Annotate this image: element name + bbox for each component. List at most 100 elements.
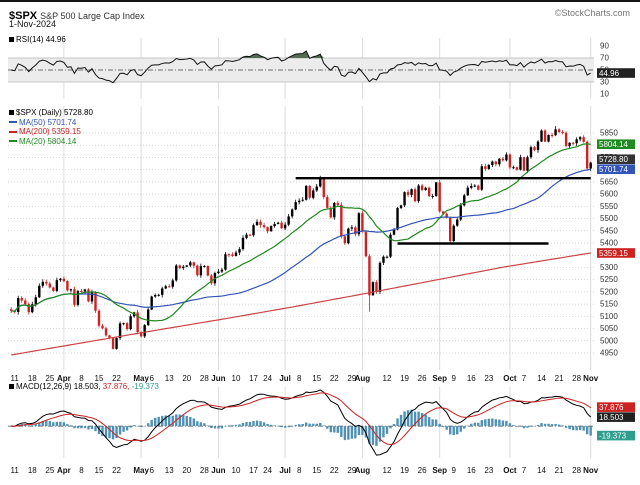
svg-text:5150: 5150: [600, 300, 618, 309]
macd-signal-value: 37.876,: [100, 382, 130, 391]
svg-text:5701.74: 5701.74: [599, 165, 628, 174]
legend-ma200: MA(200) 5359.15: [9, 127, 93, 136]
macd-label: MACD(12,26,9) 18.503, 37.876, -19.373: [9, 382, 159, 391]
x-tick-label: 8: [297, 466, 302, 475]
x-tick-label: 26: [418, 374, 427, 383]
x-tick-label: 8: [297, 374, 302, 383]
svg-text:44.96: 44.96: [599, 69, 620, 78]
x-tick-label: Oct: [503, 374, 517, 383]
x-tick-label: 14: [537, 374, 546, 383]
x-tick-label: 16: [467, 374, 476, 383]
x-tick-label: 9: [451, 374, 456, 383]
svg-text:5650: 5650: [600, 177, 618, 186]
value-badge: [597, 402, 635, 412]
x-tick-label: 9: [451, 466, 456, 475]
x-tick-label: Aug: [355, 466, 371, 475]
x-tick-label: 22: [112, 466, 121, 475]
x-tick-label: 17: [249, 466, 258, 475]
stockcharts-credit: ©StockCharts.com: [554, 8, 630, 18]
macd-histogram: [10, 409, 592, 446]
x-tick-label: 7: [522, 466, 527, 475]
value-badge: [597, 430, 635, 441]
macd-signal-line: [11, 392, 591, 446]
legend-spx: $SPX (Daily) 5728.80: [9, 108, 93, 117]
x-tick-label: 7: [522, 374, 527, 383]
x-tick-label: 28: [200, 374, 209, 383]
x-tick-label: Apr: [57, 374, 71, 383]
svg-text:37.876: 37.876: [599, 403, 624, 412]
x-tick-label: Sep: [432, 374, 447, 383]
x-tick-label: 22: [330, 374, 339, 383]
x-tick-label: Jul: [279, 466, 291, 475]
macd-name: MACD(12,26,9): [16, 382, 72, 391]
macd-swatch-icon: [9, 384, 14, 389]
x-tick-label: 13: [165, 374, 174, 383]
svg-text:5250: 5250: [600, 275, 618, 284]
svg-text:90: 90: [600, 42, 609, 51]
x-tick-label: 15: [312, 466, 321, 475]
rsi-label: RSI(14) 44.96: [9, 35, 66, 44]
x-tick-label: 26: [418, 466, 427, 475]
svg-text:5450: 5450: [600, 226, 618, 235]
x-tick-label: 19: [400, 466, 409, 475]
main-legend: $SPX (Daily) 5728.80 MA(50) 5701.74 MA(2…: [9, 108, 93, 146]
ma50-line: [11, 168, 591, 312]
value-badge: [597, 248, 635, 258]
svg-text:5400: 5400: [600, 239, 618, 248]
svg-text:5300: 5300: [600, 263, 618, 272]
svg-text:5600: 5600: [600, 190, 618, 199]
svg-text:10: 10: [600, 90, 609, 99]
ma200-swatch-icon: [9, 130, 17, 133]
ma50-swatch-icon: [9, 121, 17, 124]
svg-text:30: 30: [600, 78, 609, 87]
x-tick-label: Oct: [503, 466, 517, 475]
rsi-line: [11, 50, 591, 84]
x-tick-label: Apr: [57, 466, 71, 475]
x-tick-label: 15: [95, 374, 104, 383]
x-tick-label: 16: [467, 466, 476, 475]
x-tick-label: 29: [347, 374, 356, 383]
x-tick-label: 18: [28, 466, 37, 475]
x-tick-label: 13: [165, 466, 174, 475]
x-tick-label: 6: [149, 466, 154, 475]
x-tick-label: 14: [537, 466, 546, 475]
x-tick-label: 24: [263, 466, 272, 475]
x-tick-label: 12: [383, 466, 392, 475]
x-tick-label: Sep: [432, 466, 447, 475]
x-tick-label: 10: [232, 374, 241, 383]
symbol: $SPX: [9, 10, 38, 22]
x-tick-label: 18: [28, 374, 37, 383]
x-tick-label: Jun: [211, 466, 225, 475]
x-tick-label: 11: [11, 466, 20, 475]
value-badge: [597, 68, 635, 78]
spx-swatch-icon: [9, 110, 14, 115]
svg-text:70: 70: [600, 54, 609, 63]
rsi-label-text: RSI(14) 44.96: [16, 35, 66, 44]
x-tick-label: 24: [263, 374, 272, 383]
svg-text:5200: 5200: [600, 287, 618, 296]
svg-text:5850: 5850: [600, 129, 618, 138]
value-badge: [597, 412, 635, 422]
rsi-swatch-icon: [9, 37, 14, 42]
x-tick-label: 28: [572, 374, 581, 383]
x-tick-label: 29: [347, 466, 356, 475]
x-tick-label: 20: [182, 466, 191, 475]
index-name: S&P 500 Large Cap Index: [40, 11, 145, 21]
x-tick-label: 23: [484, 466, 493, 475]
chart-date: 1-Nov-2024: [9, 19, 57, 29]
svg-text:5500: 5500: [600, 214, 618, 223]
x-tick-label: 12: [383, 374, 392, 383]
x-tick-label: May: [133, 374, 149, 383]
svg-text:-19.373: -19.373: [599, 431, 627, 440]
svg-text:5100: 5100: [600, 312, 618, 321]
x-tick-label: 22: [330, 466, 339, 475]
ma20-swatch-icon: [9, 140, 17, 143]
svg-text:5050: 5050: [600, 324, 618, 333]
value-badge: [597, 139, 635, 150]
x-tick-label: 21: [555, 466, 564, 475]
ma200-line: [11, 252, 591, 356]
x-tick-label: 20: [182, 374, 191, 383]
x-tick-label: 22: [112, 374, 121, 383]
x-tick-label: 28: [572, 466, 581, 475]
svg-text:5550: 5550: [600, 202, 618, 211]
